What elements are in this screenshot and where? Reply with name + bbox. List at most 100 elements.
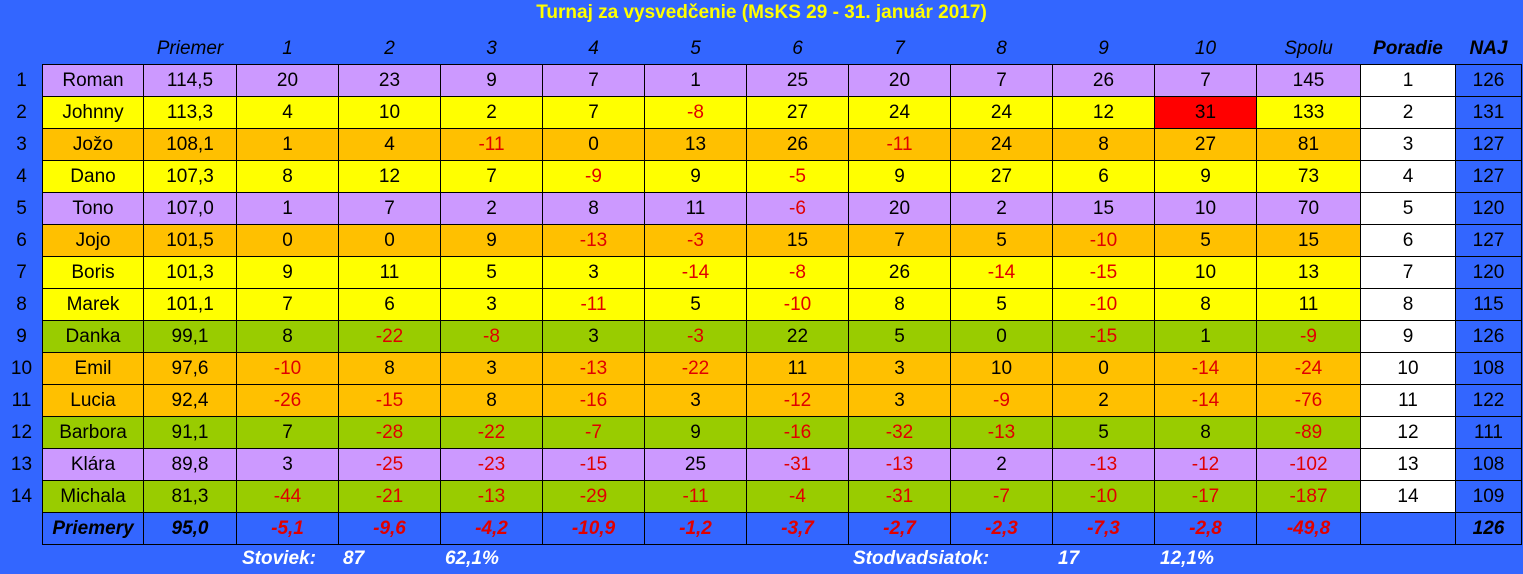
score-cell: -10 xyxy=(236,352,339,385)
score-cell: 7 xyxy=(236,288,339,321)
score-cell: 20 xyxy=(848,192,951,225)
score-cell: 5 xyxy=(1052,416,1155,449)
average-cell: -10,9 xyxy=(542,512,645,545)
footer-percent: 12,1% xyxy=(1160,548,1214,569)
score-cell: 2 xyxy=(1052,384,1155,417)
row-number: 9 xyxy=(16,325,27,347)
score-cell: 13 xyxy=(644,128,747,161)
score-cell: 9 xyxy=(644,160,747,193)
score-cell: 3 xyxy=(644,384,747,417)
rank-cell: 4 xyxy=(1360,160,1456,193)
score-cell: 8 xyxy=(848,288,951,321)
title: Turnaj za vysvedčenie (MsKS 29 - 31. jan… xyxy=(536,2,987,23)
score-cell: -44 xyxy=(236,480,339,513)
total-cell: -24 xyxy=(1256,352,1361,385)
footer-label: Stodvadsiatok: xyxy=(853,548,990,569)
name-cell: Jožo xyxy=(42,128,144,161)
average-cell: 101,5 xyxy=(143,224,237,257)
score-cell: 8 xyxy=(236,320,339,353)
score-cell: -28 xyxy=(338,416,441,449)
score-cell: 31 xyxy=(1154,96,1257,129)
score-cell: 0 xyxy=(338,224,441,257)
score-cell: -8 xyxy=(746,256,849,289)
score-cell: 3 xyxy=(542,256,645,289)
score-cell: 9 xyxy=(440,224,543,257)
score-cell: -15 xyxy=(1052,320,1155,353)
name-cell: Danka xyxy=(42,320,144,353)
score-cell: -5 xyxy=(746,160,849,193)
score-cell: 9 xyxy=(236,256,339,289)
score-cell: -14 xyxy=(950,256,1053,289)
row-number: 1 xyxy=(16,69,27,91)
rank-cell: 9 xyxy=(1360,320,1456,353)
score-cell: 0 xyxy=(542,128,645,161)
average-cell: -2,8 xyxy=(1154,512,1257,545)
best-cell: 120 xyxy=(1455,256,1522,289)
averages-label: Priemery xyxy=(42,512,144,545)
score-cell: 9 xyxy=(848,160,951,193)
score-cell: -7 xyxy=(542,416,645,449)
score-cell: 3 xyxy=(848,384,951,417)
score-cell: 15 xyxy=(1052,192,1155,225)
average-cell: 95,0 xyxy=(143,512,237,545)
rank-cell: 14 xyxy=(1360,480,1456,513)
score-cell: 7 xyxy=(236,416,339,449)
rank-cell: 11 xyxy=(1360,384,1456,417)
average-cell: -7,3 xyxy=(1052,512,1155,545)
score-cell: 26 xyxy=(746,128,849,161)
best-cell: 127 xyxy=(1455,160,1522,193)
score-cell: 27 xyxy=(950,160,1053,193)
score-cell: 8 xyxy=(440,384,543,417)
name-cell: Lucia xyxy=(42,384,144,417)
header-cell: 3 xyxy=(486,37,497,59)
score-cell: -15 xyxy=(542,448,645,481)
score-cell: -8 xyxy=(644,96,747,129)
name-cell: Roman xyxy=(42,64,144,97)
rank-cell: 5 xyxy=(1360,192,1456,225)
score-cell: -7 xyxy=(950,480,1053,513)
score-cell: 10 xyxy=(950,352,1053,385)
header-cell: NAJ xyxy=(1469,37,1508,59)
best-cell: 120 xyxy=(1455,192,1522,225)
score-cell: 24 xyxy=(848,96,951,129)
score-cell: 22 xyxy=(746,320,849,353)
score-cell: -29 xyxy=(542,480,645,513)
row-number: 6 xyxy=(16,229,27,251)
average-cell: -9,6 xyxy=(338,512,441,545)
score-cell: -3 xyxy=(644,224,747,257)
average-cell: 113,3 xyxy=(143,96,237,129)
score-cell: 2 xyxy=(950,448,1053,481)
total-cell: -89 xyxy=(1256,416,1361,449)
average-cell: -2,3 xyxy=(950,512,1053,545)
header-cell: 5 xyxy=(690,37,701,59)
score-cell: 8 xyxy=(542,192,645,225)
average-cell: 108,1 xyxy=(143,128,237,161)
row-number: 8 xyxy=(16,293,27,315)
row-number: 10 xyxy=(10,357,33,379)
average-cell: 81,3 xyxy=(143,480,237,513)
header-cell: Poradie xyxy=(1373,37,1443,59)
score-cell: 9 xyxy=(1154,160,1257,193)
best-cell: 126 xyxy=(1455,320,1522,353)
score-cell: 5 xyxy=(950,224,1053,257)
name-cell: Jojo xyxy=(42,224,144,257)
total-cell: 145 xyxy=(1256,64,1361,97)
average-cell: 99,1 xyxy=(143,320,237,353)
name-cell: Johnny xyxy=(42,96,144,129)
score-cell: 9 xyxy=(440,64,543,97)
score-cell: 3 xyxy=(236,448,339,481)
row-number: 11 xyxy=(11,389,32,411)
score-cell: 25 xyxy=(644,448,747,481)
header-cell: 8 xyxy=(996,37,1007,59)
name-cell: Dano xyxy=(42,160,144,193)
score-cell: -9 xyxy=(542,160,645,193)
score-cell: 23 xyxy=(338,64,441,97)
score-cell: 6 xyxy=(1052,160,1155,193)
average-cell: -2,7 xyxy=(848,512,951,545)
score-cell: -4 xyxy=(746,480,849,513)
total-cell: 73 xyxy=(1256,160,1361,193)
score-cell: -10 xyxy=(1052,480,1155,513)
name-cell: Michala xyxy=(42,480,144,513)
score-cell: 0 xyxy=(1052,352,1155,385)
